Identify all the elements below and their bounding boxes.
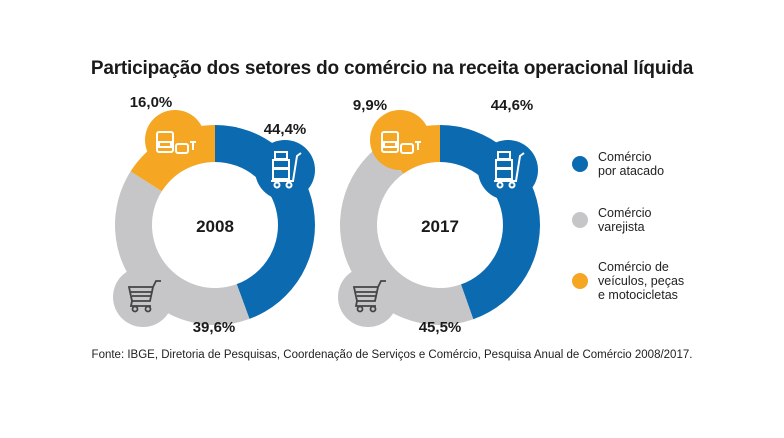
donut-2017: 2017 44,6% 45,5% 9,9% bbox=[338, 97, 540, 336]
truck-window bbox=[158, 141, 172, 148]
data-label-2: 9,9% bbox=[353, 97, 387, 114]
cart-frame bbox=[352, 280, 386, 307]
key bbox=[415, 141, 421, 150]
wheel bbox=[496, 181, 504, 189]
legend-label: Comércio varejista bbox=[598, 206, 652, 234]
truck-window bbox=[383, 141, 397, 148]
trolley-frame bbox=[271, 152, 302, 182]
year-label: 2008 bbox=[196, 217, 234, 236]
year-label: 2017 bbox=[421, 217, 459, 236]
data-label-2: 16,0% bbox=[130, 94, 173, 111]
wheel bbox=[508, 181, 516, 189]
legend-swatch bbox=[572, 156, 588, 172]
box-bottom bbox=[272, 168, 290, 180]
donut-2008: 2008 44,4% 39,6% 16,0% bbox=[113, 94, 316, 336]
wheel bbox=[369, 305, 377, 313]
box-bottom bbox=[495, 168, 513, 180]
truck-body bbox=[381, 131, 399, 153]
trolley-frame bbox=[494, 152, 525, 182]
wheel bbox=[273, 181, 281, 189]
data-label-0: 44,6% bbox=[491, 97, 534, 114]
icon-bubble-2 bbox=[370, 110, 430, 170]
icon-bubble-1 bbox=[338, 267, 398, 327]
icon-bubble-2 bbox=[145, 110, 205, 170]
legend-swatch bbox=[572, 212, 588, 228]
wheel bbox=[356, 305, 364, 313]
legend-label: Comércio de veículos, peças e motociclet… bbox=[598, 260, 685, 302]
legend-label: Comércio por atacado bbox=[598, 150, 665, 178]
car-body bbox=[175, 143, 189, 154]
cart-frame bbox=[127, 280, 161, 307]
source-note: Fonte: IBGE, Diretoria de Pesquisas, Coo… bbox=[91, 349, 693, 361]
data-label-1: 39,6% bbox=[193, 319, 236, 336]
icon-bubble-1 bbox=[113, 267, 173, 327]
wheel bbox=[144, 305, 152, 313]
key bbox=[190, 141, 196, 150]
legend-item-veiculos: Comércio de veículos, peças e motociclet… bbox=[572, 260, 684, 302]
car-body bbox=[400, 143, 414, 154]
data-label-1: 45,5% bbox=[419, 319, 462, 336]
chart-title: Participação dos setores do comércio na … bbox=[90, 58, 694, 79]
legend-swatch bbox=[572, 273, 588, 289]
truck-body bbox=[156, 131, 174, 153]
data-label-0: 44,4% bbox=[264, 121, 307, 138]
wheel bbox=[285, 181, 293, 189]
wheel bbox=[131, 305, 139, 313]
legend-item-varejista: Comércio varejista bbox=[572, 206, 652, 234]
legend-item-atacado: Comércio por atacado bbox=[572, 150, 664, 178]
